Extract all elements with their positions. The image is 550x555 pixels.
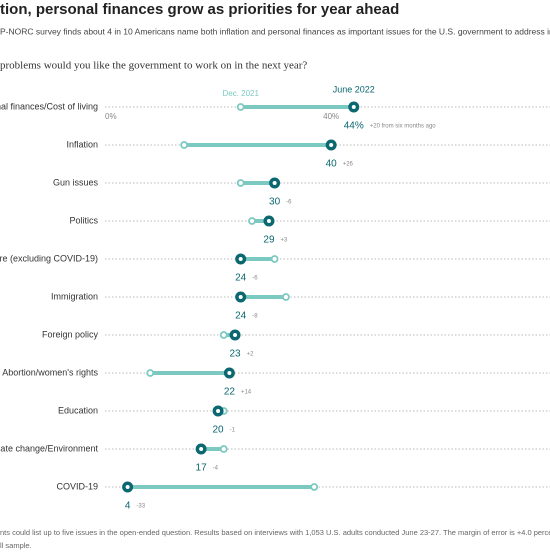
dec-dot xyxy=(236,179,245,187)
footnote: ll sample. xyxy=(0,541,32,550)
category-label: Education xyxy=(58,405,98,415)
category-label: Gun issues xyxy=(53,177,99,187)
legend-label: Dec. 2021 xyxy=(222,89,259,98)
value-label: 17 xyxy=(196,463,208,474)
category-label: sonal finances/Cost of living xyxy=(0,101,98,111)
x-tick-label: 40% xyxy=(323,112,339,121)
chart-title: tion, personal finances grow as prioriti… xyxy=(0,1,399,18)
category-label: Immigration xyxy=(51,291,98,301)
dec-dot xyxy=(236,103,245,111)
value-label: 24 xyxy=(235,273,247,284)
category-label: care (excluding COVID-19) xyxy=(0,253,98,263)
dec-dot xyxy=(219,445,228,453)
change-label: -8 xyxy=(252,314,258,320)
value-label: 30 xyxy=(269,197,281,208)
chart-subtitle: P-NORC survey finds about 4 in 10 Americ… xyxy=(0,26,550,36)
dec-dot xyxy=(146,369,155,377)
value-label: 24 xyxy=(235,311,247,322)
category-label: Abortion/women's rights xyxy=(2,367,98,377)
change-label: +3 xyxy=(281,238,289,244)
value-label: 29 xyxy=(263,235,275,246)
dec-dot xyxy=(248,217,256,225)
change-label: -4 xyxy=(213,466,219,472)
june-dot-inner xyxy=(199,447,204,451)
change-label: +26 xyxy=(343,162,354,168)
june-dot-inner xyxy=(233,333,238,337)
change-label: -1 xyxy=(230,428,236,434)
category-label: COVID-19 xyxy=(56,481,98,491)
dec-dot xyxy=(180,141,189,149)
june-dot-inner xyxy=(238,295,243,299)
dec-dot xyxy=(310,483,319,491)
dec-dot xyxy=(282,293,290,301)
change-label: +20 from six months ago xyxy=(370,124,437,130)
june-dot-inner xyxy=(227,371,232,375)
value-label: 4 xyxy=(125,501,131,512)
category-label: Politics xyxy=(69,215,98,225)
category-label: Inflation xyxy=(66,139,98,149)
value-label: 22 xyxy=(224,387,236,398)
value-label: 44% xyxy=(344,121,364,132)
value-label: 23 xyxy=(229,349,241,360)
dec-dot xyxy=(270,255,279,263)
legend-label: June 2022 xyxy=(333,84,375,94)
june-dot-inner xyxy=(125,485,130,489)
change-label: -6 xyxy=(252,276,258,282)
question: problems would you like the government t… xyxy=(0,60,307,72)
june-dot-inner xyxy=(329,143,334,147)
value-label: 20 xyxy=(213,425,225,436)
category-label: Foreign policy xyxy=(42,329,99,339)
value-label: 40 xyxy=(326,159,338,170)
june-dot-inner xyxy=(272,181,277,185)
dec-dot xyxy=(219,331,228,339)
x-tick-label: 0% xyxy=(105,112,117,121)
category-label: mate change/Environment xyxy=(0,443,98,453)
change-label: +14 xyxy=(241,390,252,396)
june-dot-inner xyxy=(266,219,271,223)
june-dot-inner xyxy=(238,257,243,261)
june-dot-inner xyxy=(216,409,221,413)
change-label: -33 xyxy=(136,504,145,510)
footnote: nts could list up to five issues in the … xyxy=(0,528,550,537)
change-label: +2 xyxy=(247,352,255,358)
change-label: -6 xyxy=(286,200,292,206)
june-dot-inner xyxy=(351,105,356,109)
